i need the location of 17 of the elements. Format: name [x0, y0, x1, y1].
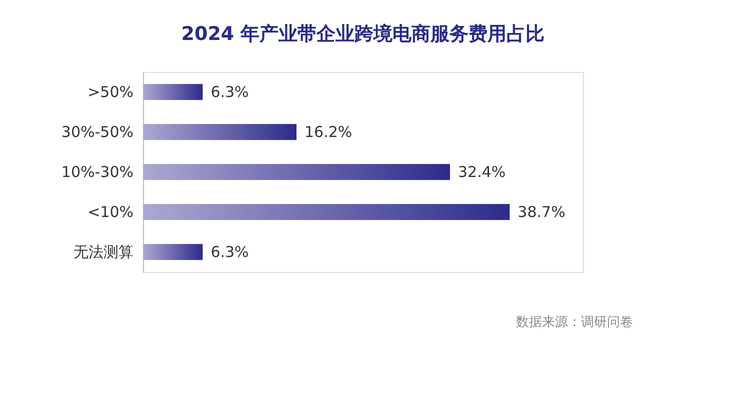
bar [143, 244, 203, 260]
data-label: 32.4% [458, 163, 506, 181]
data-label: 6.3% [210, 243, 249, 261]
bar [143, 84, 203, 100]
data-label: 6.3% [210, 83, 249, 101]
y-tick-label: <10% [88, 203, 134, 221]
chart-title: 2024 年产业带企业跨境电商服务费用占比 [181, 23, 545, 45]
data-label: 16.2% [304, 123, 352, 141]
bar [143, 124, 296, 140]
bar [143, 164, 450, 180]
data-label: 38.7% [518, 203, 566, 221]
bar [143, 204, 510, 220]
y-tick-label: >50% [88, 83, 134, 101]
y-tick-label: 30%-50% [61, 123, 134, 141]
y-tick-label: 10%-30% [61, 163, 134, 181]
y-tick-label: 无法测算 [74, 243, 134, 261]
source-note: 数据来源：调研问卷 [516, 315, 633, 330]
